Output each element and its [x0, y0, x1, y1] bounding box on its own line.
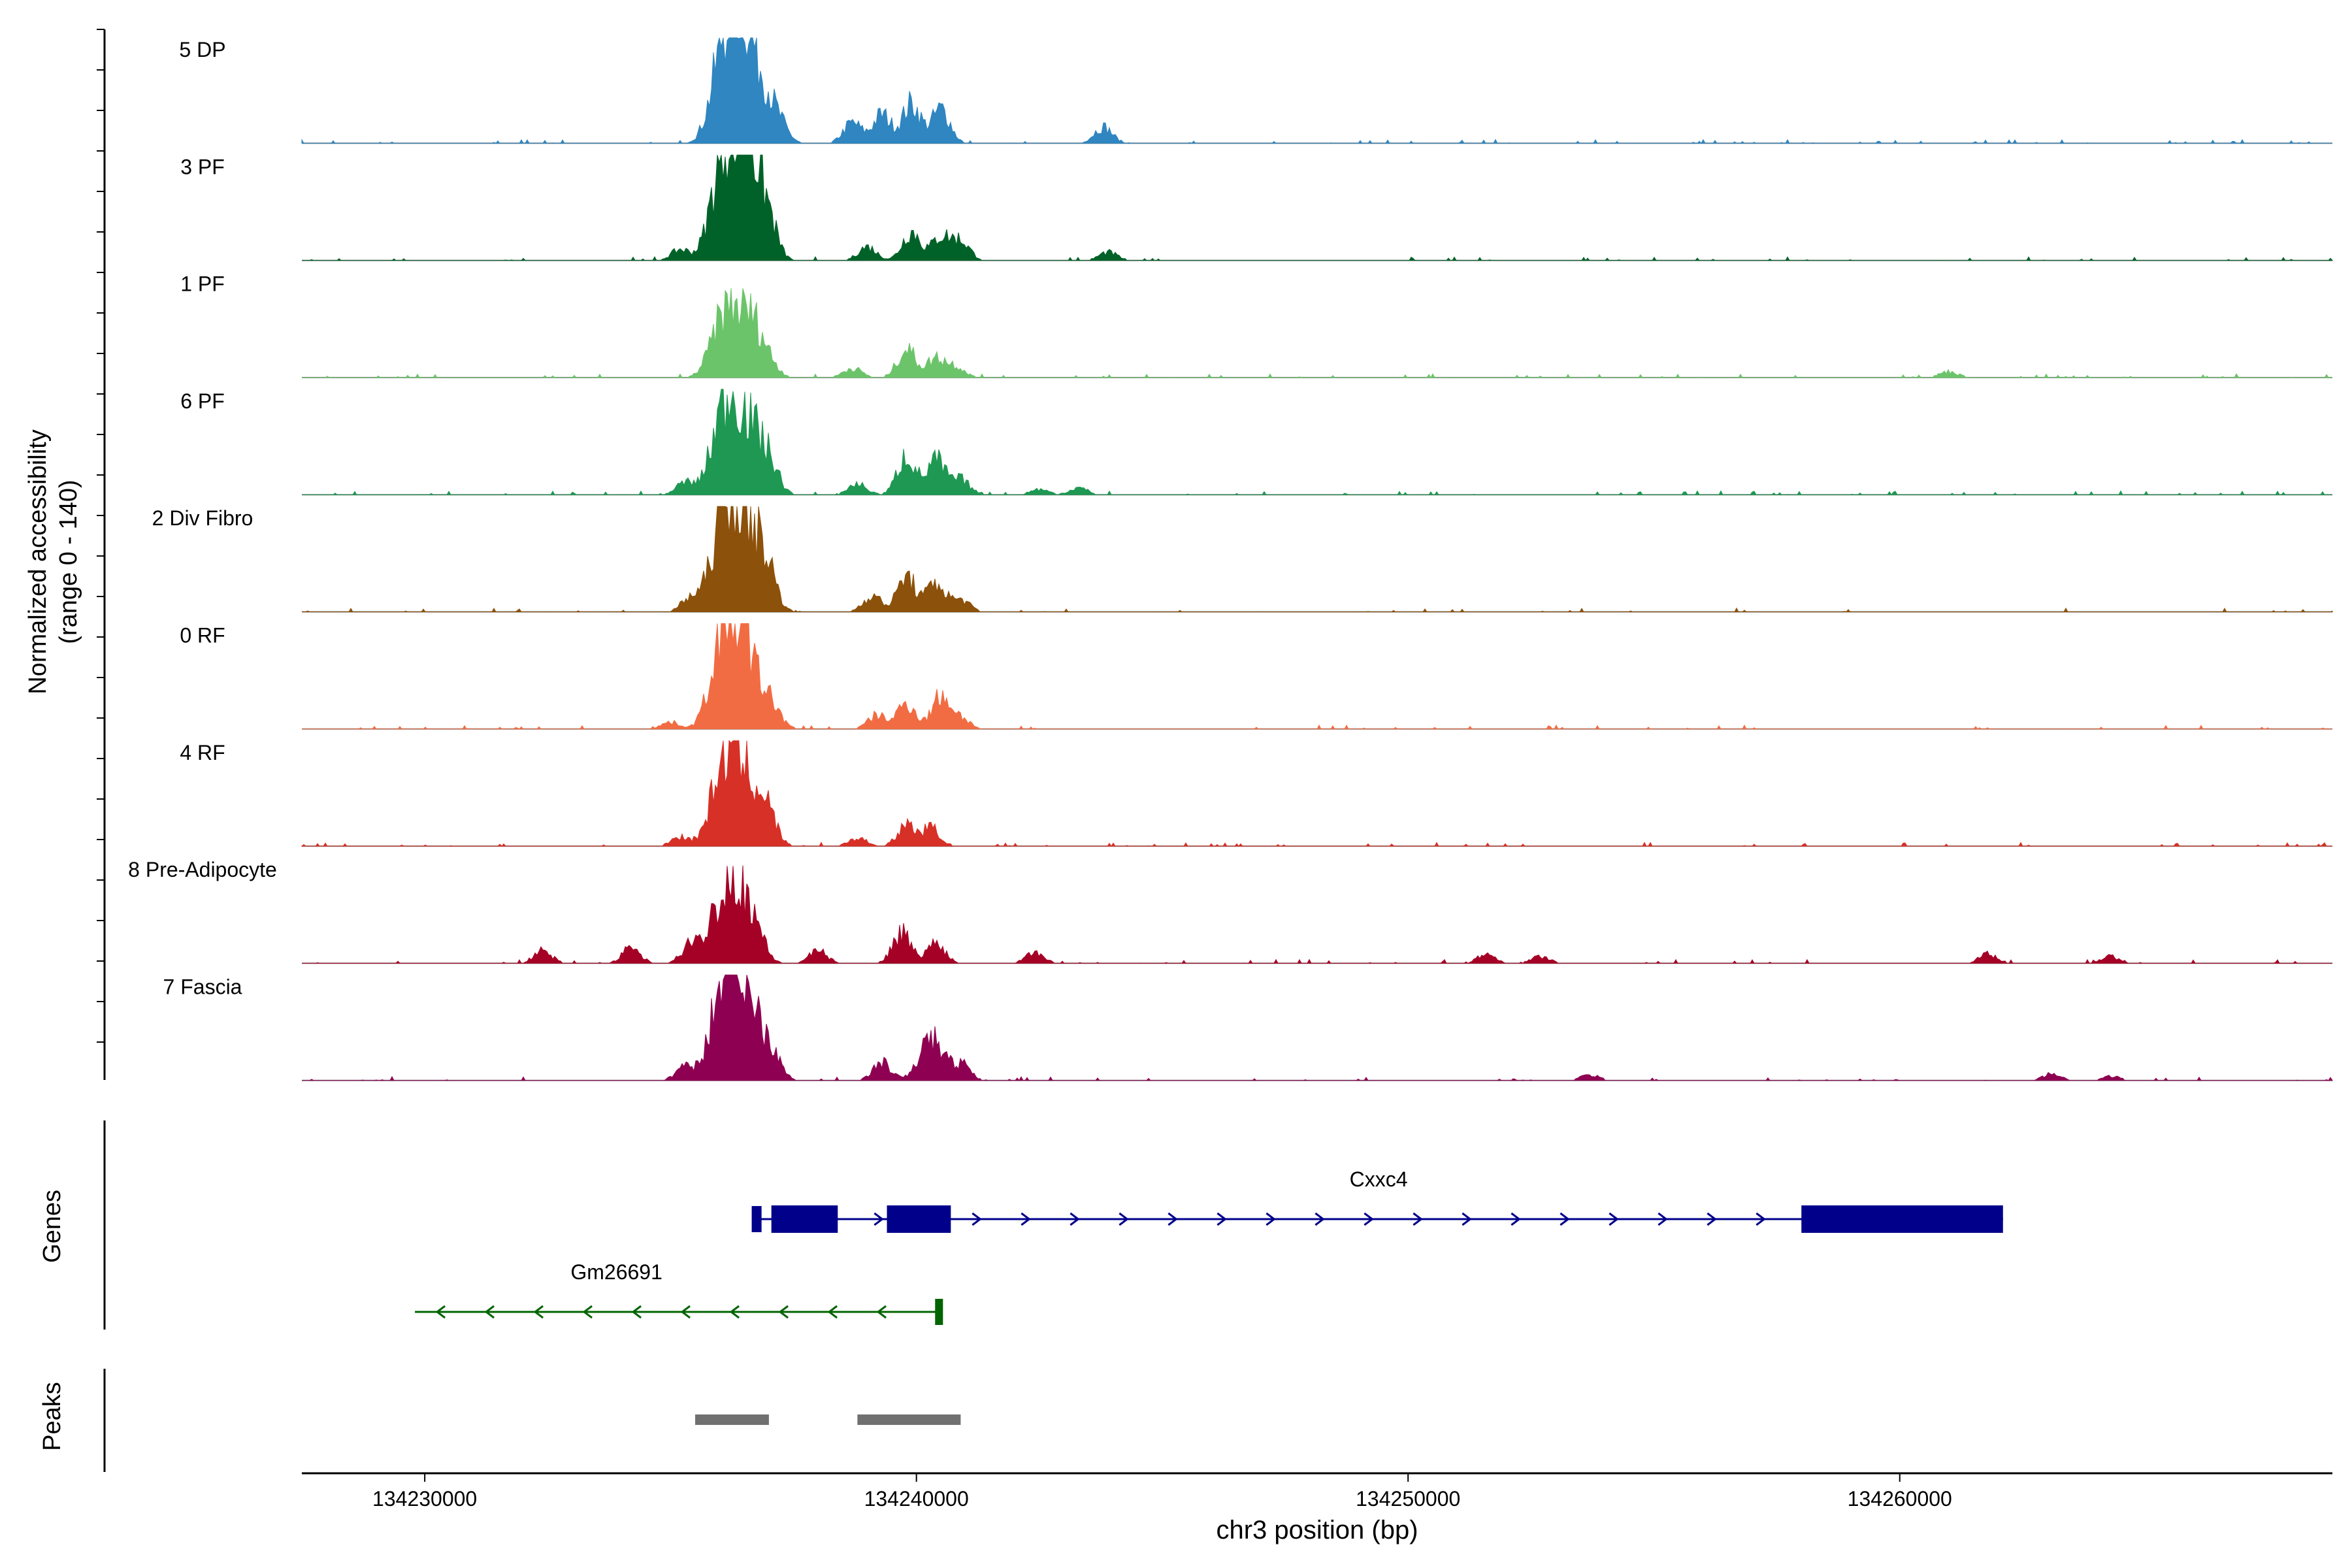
coverage-area	[302, 865, 2332, 964]
strand-arrow	[1217, 1212, 1227, 1226]
strand-arrow	[876, 1305, 887, 1319]
x-axis-title: chr3 position (bp)	[1216, 1516, 1418, 1544]
strand-arrow	[1413, 1212, 1423, 1226]
track-5-dp: 5 DP	[179, 37, 2332, 144]
genes-panel-label: Genes	[39, 1190, 66, 1263]
gene-exon	[887, 1205, 951, 1233]
x-tick-label: 134230000	[372, 1487, 477, 1511]
strand-arrow	[1070, 1212, 1080, 1226]
track-3-pf: 3 PF	[180, 154, 2334, 261]
strand-arrow	[1168, 1212, 1178, 1226]
x-tick-label: 134240000	[864, 1487, 969, 1511]
strand-arrow	[874, 1212, 884, 1226]
strand-arrow	[972, 1212, 982, 1226]
coverage-area	[302, 154, 2334, 261]
coverage-area	[301, 740, 2332, 847]
gene-cxxc4: Cxxc4	[751, 1168, 2003, 1233]
gene-name-label: Gm26691	[570, 1260, 662, 1284]
strand-arrow	[1315, 1212, 1325, 1226]
strand-arrow	[1364, 1212, 1374, 1226]
coverage-y-axis	[97, 29, 106, 1080]
strand-arrow	[827, 1305, 838, 1319]
strand-arrow	[1266, 1212, 1276, 1226]
strand-arrow	[1119, 1212, 1129, 1226]
peak-region	[695, 1414, 769, 1425]
gene-exon	[751, 1206, 762, 1232]
track-label: 6 PF	[180, 389, 225, 413]
track-7-fascia: 7 Fascia	[163, 974, 2333, 1081]
track-1-pf: 1 PF	[180, 272, 2332, 378]
gene-exon	[771, 1205, 838, 1233]
strand-arrow	[1756, 1212, 1766, 1226]
strand-arrow	[631, 1305, 642, 1319]
track-label: 4 RF	[180, 741, 225, 764]
strand-arrow	[1560, 1212, 1570, 1226]
coverage-area	[302, 974, 2333, 1081]
track-label: 1 PF	[180, 272, 225, 296]
track-label: 0 RF	[180, 624, 225, 647]
strand-arrow	[729, 1305, 740, 1319]
track-0-rf: 0 RF	[180, 623, 2332, 730]
strand-arrow	[484, 1305, 495, 1319]
strand-arrow	[582, 1305, 593, 1319]
x-tick-label: 134250000	[1356, 1487, 1460, 1511]
track-label: 3 PF	[180, 155, 225, 178]
coverage-area	[302, 623, 2332, 730]
track-label: 8 Pre-Adipocyte	[128, 858, 277, 881]
strand-arrow	[1609, 1212, 1619, 1226]
x-tick-label: 134260000	[1848, 1487, 1952, 1511]
x-axis: 134230000 134240000 134250000 134260000	[302, 1472, 2332, 1511]
strand-arrow	[1462, 1212, 1472, 1226]
gene-exon	[935, 1299, 943, 1325]
peak-annotation-panel	[103, 1369, 961, 1472]
strand-arrow	[1707, 1212, 1717, 1226]
track-6-pf: 6 PF	[180, 389, 2332, 496]
track-8-pre-adipocyte: 8 Pre-Adipocyte	[128, 858, 2332, 964]
coverage-tracks: 5 DP 3 PF 1 PF 6 PF 2 Div Fibro 0 RF 4 RF 8 Pre…	[128, 37, 2334, 1081]
coverage-area	[302, 288, 2332, 378]
coverage-area	[301, 37, 2332, 144]
track-2-div-fibro: 2 Div Fibro	[152, 506, 2333, 613]
track-4-rf: 4 RF	[180, 740, 2332, 847]
peak-region	[857, 1414, 961, 1425]
gene-exon	[1801, 1205, 2003, 1233]
y-axis-label-line1: Normalized accessibility	[24, 429, 52, 694]
peaks-panel-label: Peaks	[39, 1382, 66, 1451]
coverage-area	[302, 506, 2333, 613]
strand-arrow	[1511, 1212, 1521, 1226]
strand-arrow	[1021, 1212, 1031, 1226]
gene-annotation-panel: Cxxc4 Gm26691	[103, 1120, 2003, 1330]
gene-gm26691: Gm26691	[415, 1260, 943, 1325]
strand-arrow	[435, 1305, 446, 1319]
strand-arrow	[533, 1305, 544, 1319]
y-axis-label-line2: (range 0 - 140)	[55, 480, 82, 644]
strand-arrow	[1658, 1212, 1668, 1226]
track-label: 2 Div Fibro	[152, 506, 253, 530]
gene-name-label: Cxxc4	[1350, 1168, 1408, 1191]
track-label: 7 Fascia	[163, 975, 242, 998]
strand-arrow	[680, 1305, 691, 1319]
track-label: 5 DP	[179, 38, 225, 61]
strand-arrow	[778, 1305, 789, 1319]
coverage-area	[302, 389, 2332, 496]
